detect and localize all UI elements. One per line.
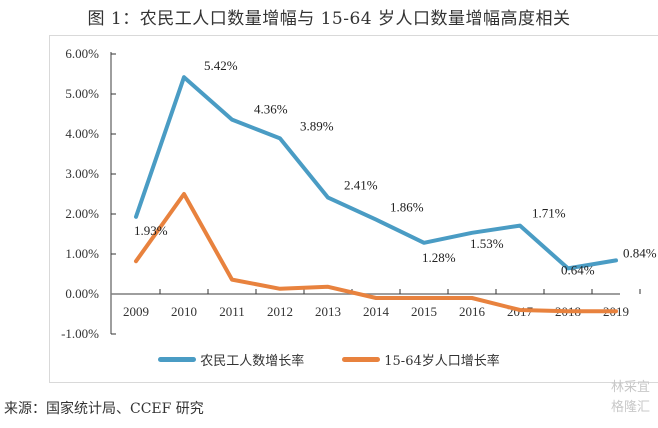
y-tick-label: 0.00% bbox=[65, 286, 99, 301]
legend-item-series2: 15-64岁人口增长率 bbox=[342, 350, 500, 369]
y-tick-label: 2.00% bbox=[65, 206, 99, 221]
y-tick-label: 1.00% bbox=[65, 246, 99, 261]
y-tick-label: -1.00% bbox=[61, 326, 99, 341]
x-tick-label: 2012 bbox=[267, 304, 293, 319]
x-tick-label: 2010 bbox=[171, 304, 197, 319]
x-tick-label: 2011 bbox=[219, 304, 245, 319]
y-tick-label: 3.00% bbox=[65, 166, 99, 181]
y-tick-label: 5.00% bbox=[65, 86, 99, 101]
legend-swatch-series2 bbox=[342, 357, 381, 362]
chart-title: 图 1：农民工人口数量增幅与 15-64 岁人口数量增幅高度相关 bbox=[87, 9, 571, 29]
data-label: 4.36% bbox=[254, 102, 288, 117]
data-label: 5.42% bbox=[204, 58, 238, 73]
data-label: 1.28% bbox=[422, 250, 456, 265]
x-tick-label: 2013 bbox=[315, 304, 341, 319]
y-tick-label: 4.00% bbox=[65, 126, 99, 141]
x-tick-label: 2009 bbox=[123, 304, 149, 319]
data-label: 1.93% bbox=[134, 223, 168, 238]
legend-label-series1: 农民工人数增长率 bbox=[200, 354, 305, 369]
x-tick-label: 2015 bbox=[411, 304, 437, 319]
data-label: 1.53% bbox=[470, 236, 504, 251]
data-label: 2.41% bbox=[344, 178, 378, 193]
legend-swatch-series1 bbox=[158, 357, 197, 362]
data-label: 3.89% bbox=[300, 118, 334, 133]
watermark: 林采宜 格隆汇 bbox=[560, 378, 650, 422]
x-tick-label: 2014 bbox=[363, 304, 390, 319]
legend: 农民工人数增长率 15-64岁人口增长率 bbox=[0, 350, 658, 369]
x-tick-label: 2016 bbox=[459, 304, 486, 319]
data-label: 1.71% bbox=[532, 206, 566, 221]
data-label: 0.64% bbox=[561, 262, 595, 277]
y-tick-label: 6.00% bbox=[65, 46, 99, 61]
data-label: 0.84% bbox=[623, 245, 657, 260]
legend-item-series1: 农民工人数增长率 bbox=[158, 350, 304, 369]
watermark-line2: 格隆汇 bbox=[610, 400, 650, 415]
watermark-line1: 林采宜 bbox=[610, 380, 650, 395]
source-note: 来源：国家统计局、CCEF 研究 bbox=[4, 401, 204, 417]
legend-label-series2: 15-64岁人口增长率 bbox=[384, 354, 500, 369]
data-label: 1.86% bbox=[390, 200, 424, 215]
